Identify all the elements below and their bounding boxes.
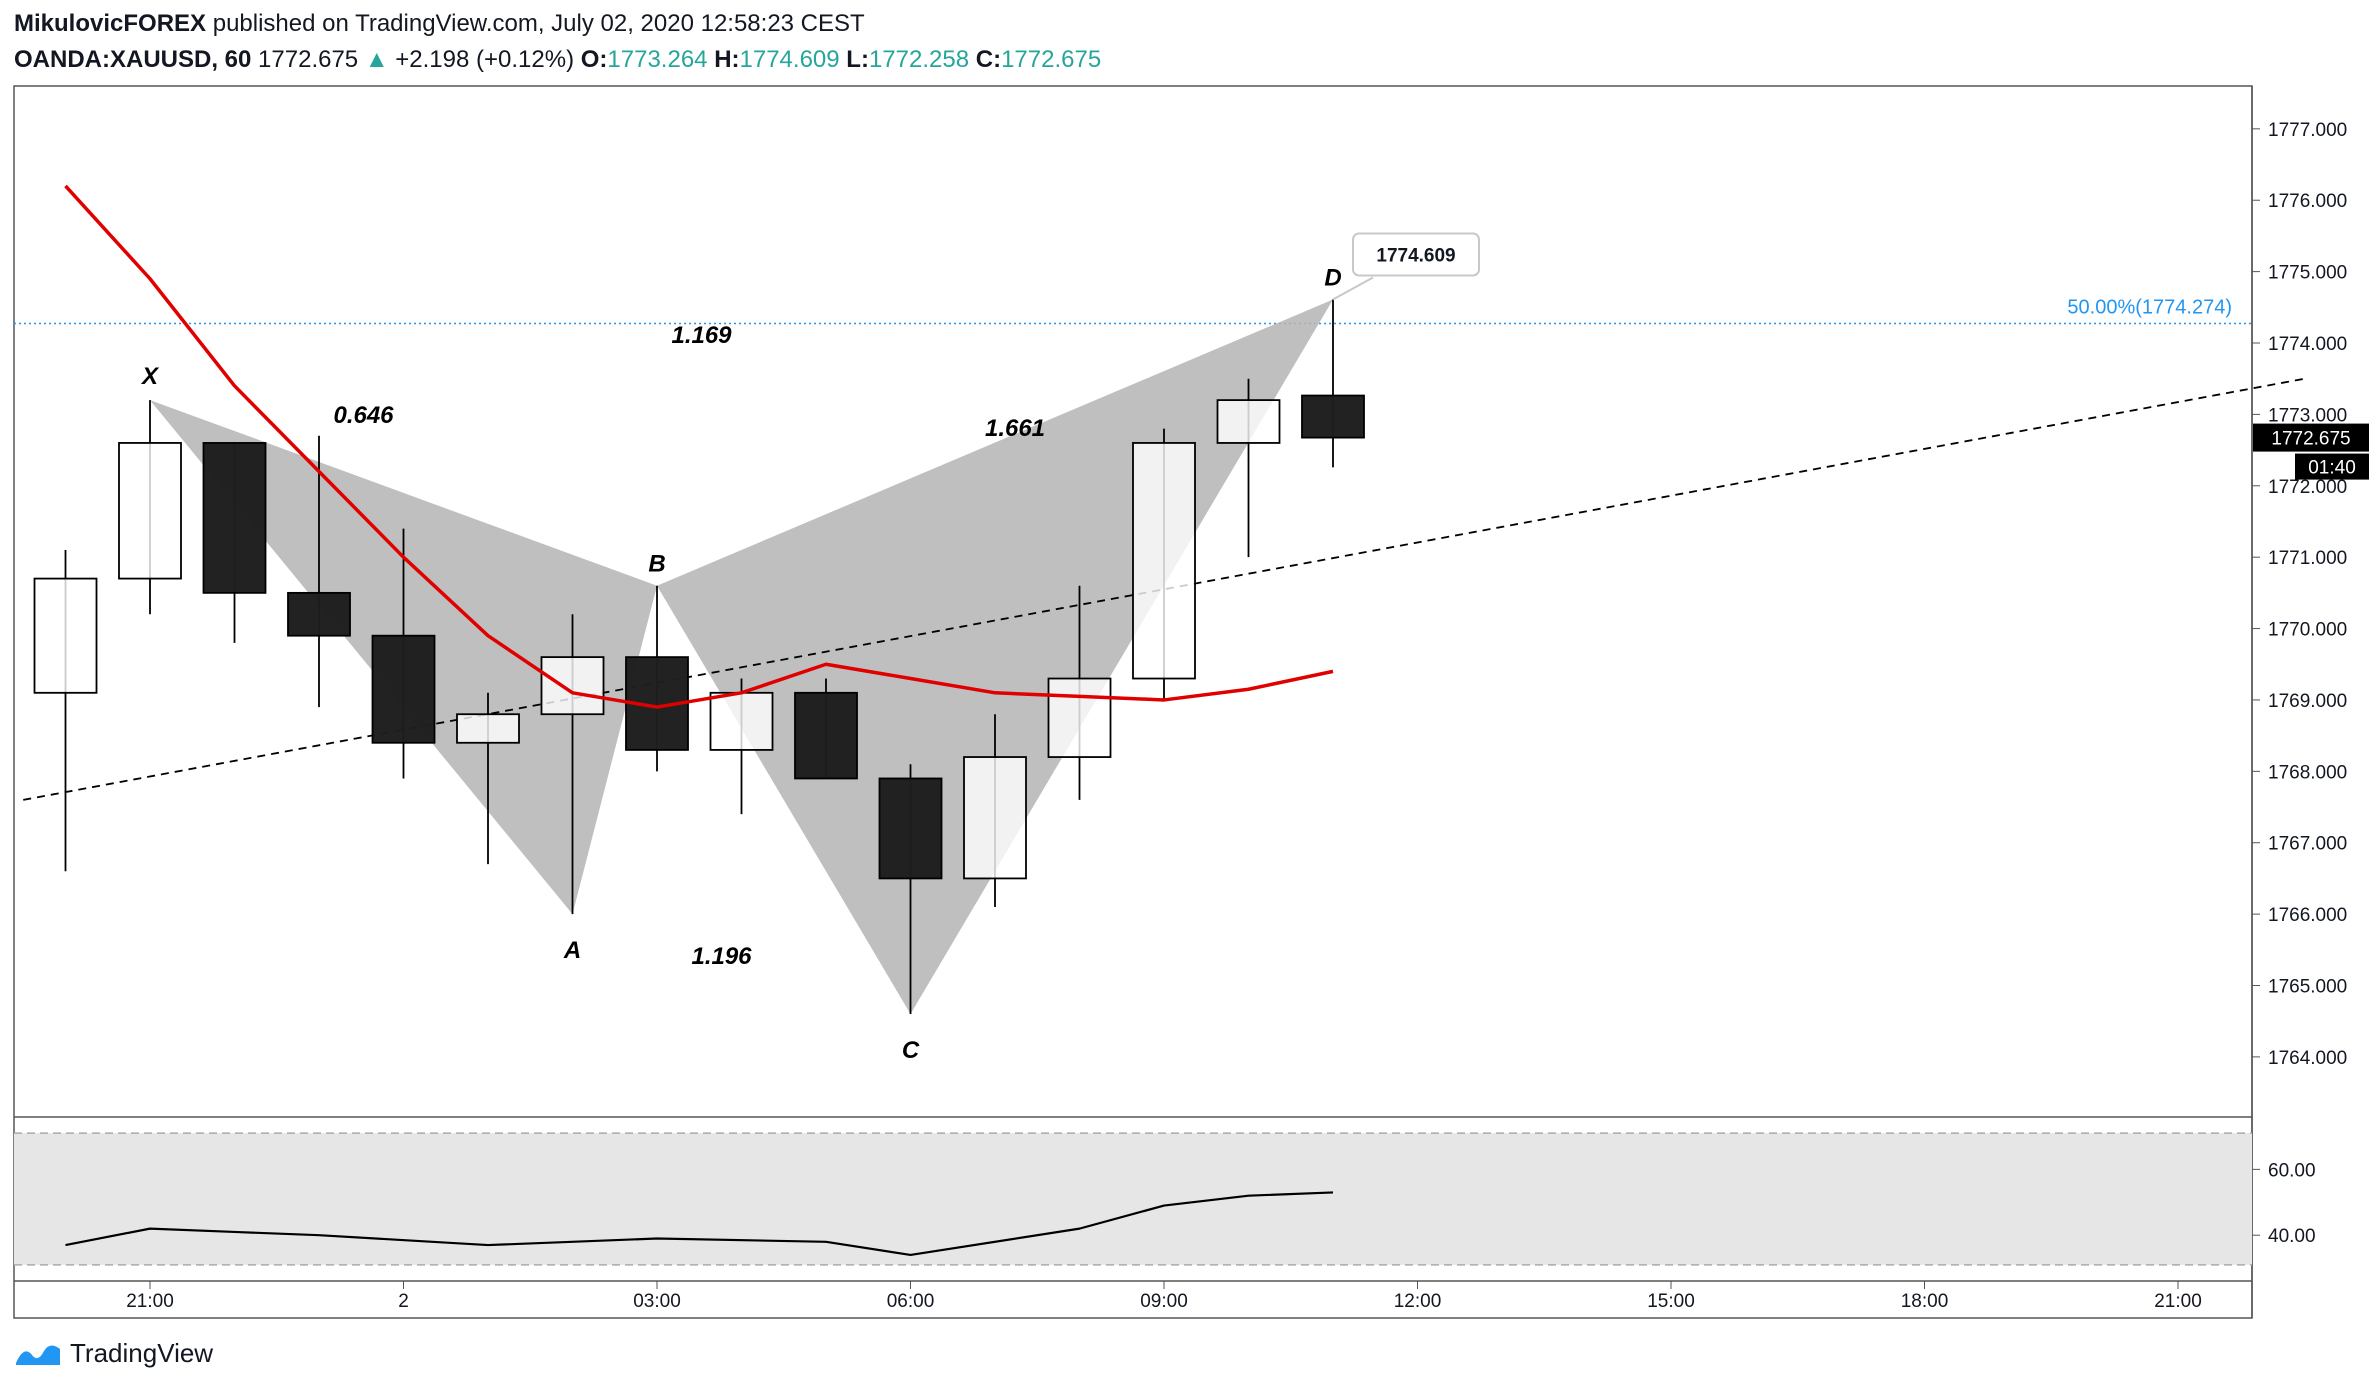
symbol-label[interactable]: OANDA:XAUUSD, 60	[14, 46, 252, 73]
time-axis-label: 18:00	[1901, 1291, 1949, 1312]
price-change: +2.198 (+0.12%)	[395, 46, 575, 73]
time-axis-label: 09:00	[1140, 1291, 1188, 1312]
tradingview-brand[interactable]: TradingView	[70, 1338, 214, 1368]
high-callout-box	[1352, 232, 1480, 277]
price-axis-label: 1777.000	[2268, 120, 2347, 141]
time-axis-label: 06:00	[887, 1291, 935, 1312]
pattern-ratio-label: 0.646	[333, 402, 394, 429]
up-arrow-icon: ▲	[364, 46, 389, 73]
candle-body	[33, 577, 98, 694]
price-axis-label: 1769.000	[2268, 691, 2347, 712]
candle-body	[287, 591, 351, 637]
candle-body	[709, 691, 774, 751]
price-axis-label: 1775.000	[2268, 263, 2347, 284]
pattern-point-label: C	[902, 1037, 920, 1064]
price-axis-label: 1772.000	[2268, 477, 2347, 498]
high-value: 1774.609	[739, 46, 840, 73]
fib-level-label: 50.00%(1774.274)	[2067, 296, 2232, 318]
price-axis-label: 1768.000	[2268, 762, 2347, 783]
pattern-point-label: X	[140, 363, 160, 390]
footer: TradingView	[14, 1338, 213, 1369]
price-axis-label: 1770.000	[2268, 620, 2347, 641]
price-axis-label: 1774.000	[2268, 334, 2347, 355]
candle-body	[540, 656, 605, 716]
time-axis-label: 03:00	[633, 1291, 681, 1312]
pattern-ratio-label: 1.196	[691, 943, 752, 970]
candle-body	[118, 442, 182, 580]
candle-body	[1216, 399, 1281, 444]
open-value: 1773.264	[607, 46, 708, 73]
pattern-point-label: A	[563, 937, 581, 964]
candle-body	[1132, 442, 1196, 680]
close-value: 1772.675	[1001, 46, 1102, 73]
candle-body	[371, 634, 436, 744]
high-callout-pointer	[1332, 276, 1374, 301]
moving-average-line	[64, 184, 1334, 709]
oscillator-line	[65, 1191, 1334, 1257]
time-axis-label: 12:00	[1394, 1291, 1442, 1312]
candle-body	[1301, 394, 1365, 439]
chart-header: MikulovicFOREX published on TradingView.…	[14, 6, 1101, 78]
time-axis-label: 15:00	[1647, 1291, 1695, 1312]
price-axis-label: 1771.000	[2268, 548, 2347, 569]
price-axis-label: 1776.000	[2268, 191, 2347, 212]
oscillator-axis-label: 60.00	[2268, 1160, 2316, 1181]
last-price-tag	[2253, 423, 2369, 452]
oscillator-band	[14, 1133, 2252, 1265]
countdown-tag-label: 01:40	[2308, 458, 2356, 479]
published-text: published on TradingView.com, July 02, 2…	[212, 10, 865, 37]
price-axis-label: 1767.000	[2268, 834, 2347, 855]
low-label: L:	[846, 46, 869, 73]
last-price: 1772.675	[258, 46, 359, 73]
price-axis-label: 1764.000	[2268, 1048, 2347, 1069]
time-axis-label: 2	[398, 1291, 409, 1312]
candle-body	[794, 691, 858, 780]
pattern-ratio-label: 1.661	[985, 415, 1045, 442]
candle-body	[1047, 677, 1112, 758]
candle-body	[878, 777, 943, 880]
candle-body	[963, 756, 1027, 880]
pattern-ratio-label: 1.169	[671, 322, 732, 349]
high-callout-label: 1774.609	[1376, 246, 1455, 267]
time-axis-label: 21:00	[2154, 1291, 2202, 1312]
publisher-name[interactable]: MikulovicFOREX	[14, 10, 207, 37]
low-value: 1772.258	[868, 46, 970, 73]
ohlc-line: OANDA:XAUUSD, 60 1772.675 ▲ +2.198 (+0.1…	[14, 42, 1101, 78]
countdown-tag	[2295, 453, 2369, 480]
close-label: C:	[975, 46, 1002, 73]
open-label: O:	[580, 46, 608, 73]
pattern-point-label: D	[1324, 265, 1341, 292]
high-label: H:	[714, 46, 740, 73]
trend-line	[23, 377, 2305, 801]
last-price-tag-label: 1772.675	[2271, 429, 2350, 450]
oscillator-axis-label: 40.00	[2268, 1226, 2316, 1247]
price-axis-label: 1765.000	[2268, 977, 2347, 998]
tradingview-logo-icon[interactable]	[14, 1339, 62, 1369]
publish-line: MikulovicFOREX published on TradingView.…	[14, 6, 1101, 42]
candle-body	[456, 713, 520, 744]
candle-body	[202, 442, 267, 594]
time-axis-label: 21:00	[126, 1291, 174, 1312]
price-axis-label: 1766.000	[2268, 905, 2347, 926]
pattern-point-label: B	[648, 551, 665, 578]
price-axis-label: 1773.000	[2268, 405, 2347, 426]
